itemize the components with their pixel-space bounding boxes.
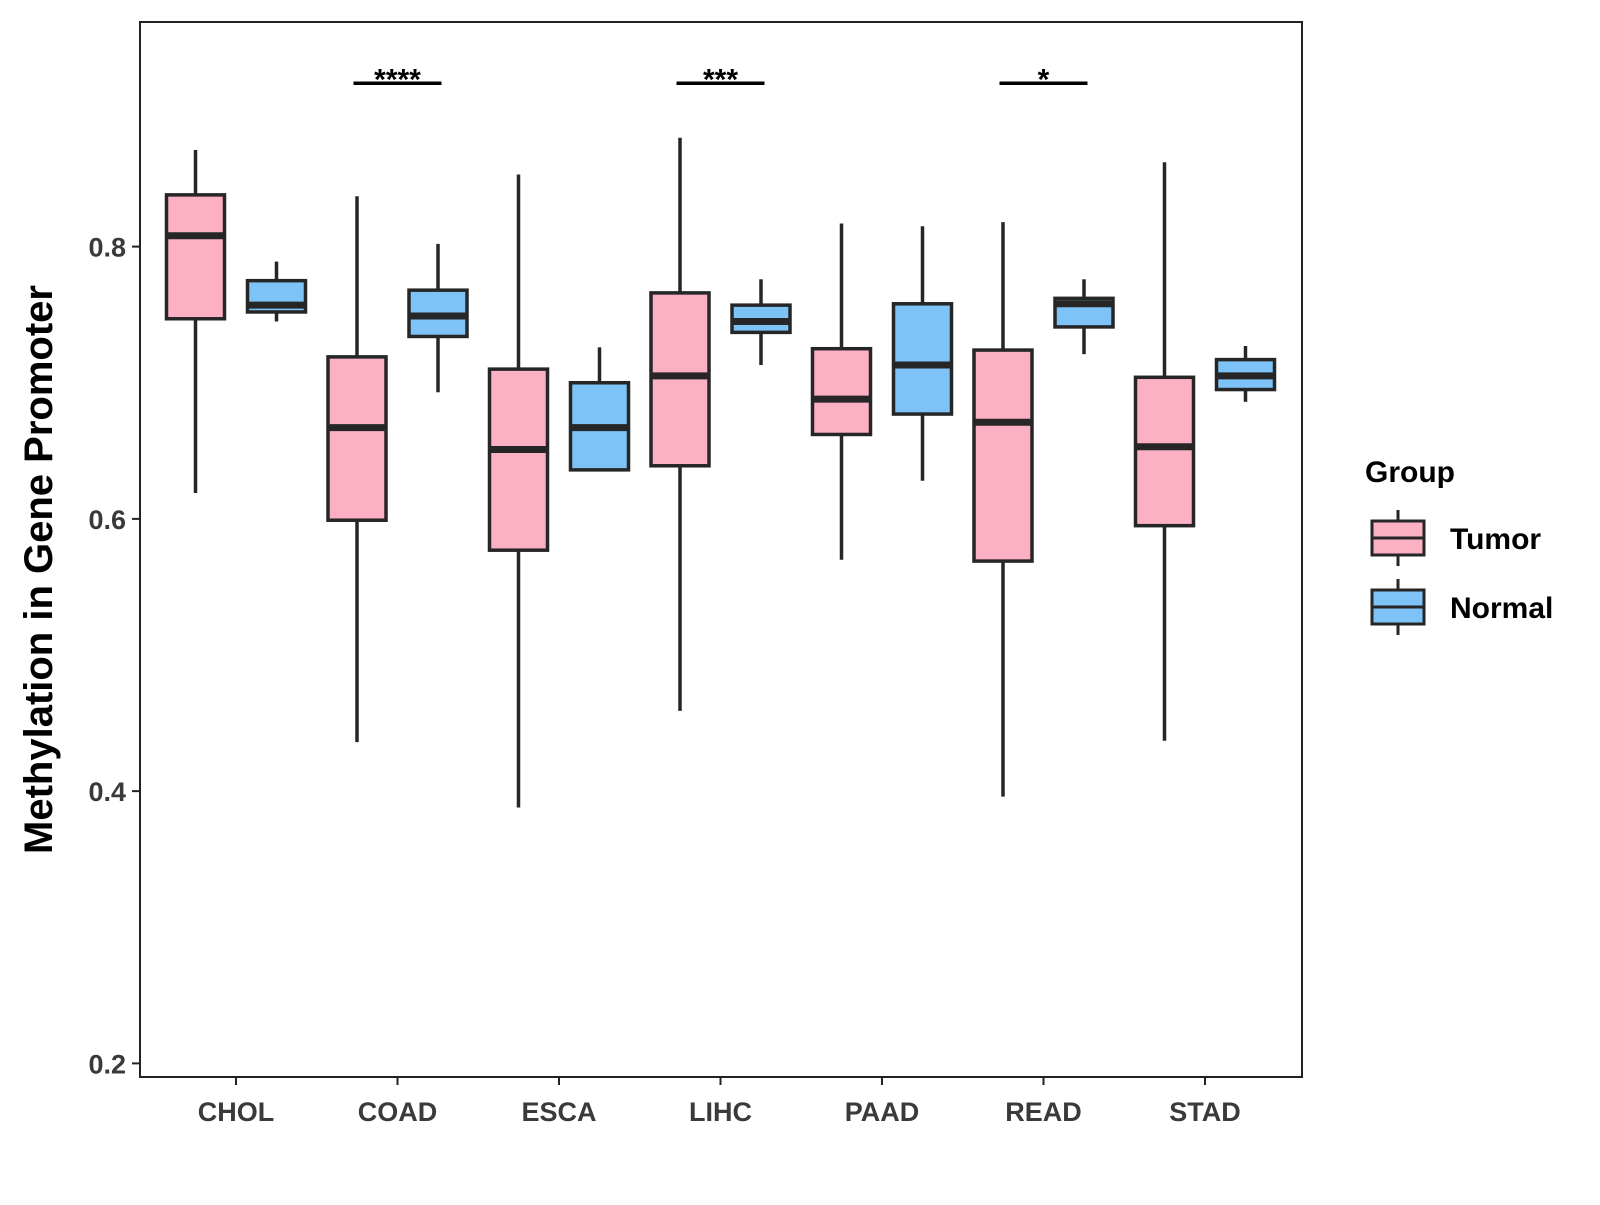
box-stad-normal <box>1214 345 1277 402</box>
significance-label: *** <box>703 63 738 96</box>
y-tick-label: 0.6 <box>88 505 126 535</box>
significance-label: * <box>1038 63 1050 96</box>
significance-lihc: *** <box>676 63 765 96</box>
box-read-normal <box>1053 279 1115 355</box>
x-tick-label-chol: CHOL <box>198 1097 275 1127</box>
series-tumor <box>164 137 1196 808</box>
box-esca-tumor-iqr <box>487 367 550 552</box>
box-coad-tumor-iqr <box>326 355 388 522</box>
box-chol-tumor <box>164 149 227 494</box>
box-read-tumor-iqr <box>972 348 1034 563</box>
y-axis-title: Methylation in Gene Promoter <box>17 285 61 854</box>
x-tick-label-stad: STAD <box>1169 1097 1241 1127</box>
y-tick-label: 0.8 <box>88 233 126 263</box>
x-tick-label-coad: COAD <box>358 1097 438 1127</box>
significance-coad: **** <box>353 63 442 96</box>
significance-label: **** <box>374 63 421 96</box>
series-normal <box>245 226 1277 481</box>
legend-label-tumor: Tumor <box>1450 523 1541 556</box>
box-paad-tumor-iqr <box>810 346 873 437</box>
legend: Group Tumor Normal <box>1365 456 1553 635</box>
box-coad-normal <box>407 243 469 393</box>
plot-panel-border <box>139 21 1303 1078</box>
box-stad-tumor-iqr <box>1133 375 1196 528</box>
box-paad-tumor <box>810 223 873 560</box>
plot-area: **** *** * <box>139 21 1303 1078</box>
legend-entry-normal: Normal <box>1370 579 1553 635</box>
x-tick-label-paad: PAAD <box>845 1097 920 1127</box>
box-esca-normal <box>568 347 631 472</box>
box-paad-normal <box>891 226 954 481</box>
box-chol-tumor-iqr <box>164 193 227 321</box>
box-coad-tumor <box>326 196 388 743</box>
legend-title: Group <box>1365 456 1455 489</box>
x-tick-label-read: READ <box>1005 1097 1082 1127</box>
legend-label-normal: Normal <box>1450 592 1553 625</box>
box-esca-tumor <box>487 174 550 808</box>
box-lihc-tumor <box>649 137 711 711</box>
axes: 0.2 0.4 0.6 0.8 CHOL COAD ESCA LIHC PAAD READ STAD <box>88 233 1240 1127</box>
box-stad-tumor <box>1133 162 1196 741</box>
significance-read: * <box>999 63 1088 96</box>
y-tick-label: 0.4 <box>88 777 126 807</box>
box-chol-normal <box>245 261 308 322</box>
x-tick-label-lihc: LIHC <box>689 1097 752 1127</box>
y-tick-label: 0.2 <box>88 1049 126 1079</box>
x-tick-label-esca: ESCA <box>521 1097 596 1127</box>
legend-entry-tumor: Tumor <box>1370 510 1541 566</box>
box-lihc-normal <box>730 279 792 366</box>
box-read-tumor <box>972 222 1034 797</box>
box-paad-normal-iqr <box>891 302 954 416</box>
